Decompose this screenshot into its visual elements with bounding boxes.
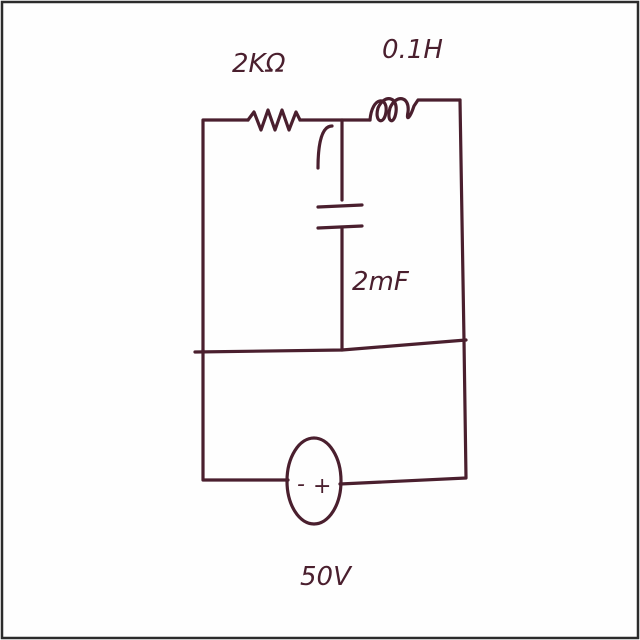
voltage-source-symbol [285,436,343,526]
inductor-label: 0.1H [382,35,443,65]
inductor-symbol [368,97,462,123]
wire-left-lower [201,348,290,482]
capacitor-lead-hook [316,124,334,170]
capacitor-plate-bottom [316,224,364,230]
capacitor-plate-top [316,203,364,209]
source-negative-sign: - [297,472,305,497]
capacitor-label: 2mF [352,267,410,297]
resistor-label: 2KΩ [232,49,286,79]
source-positive-sign: + [313,474,331,499]
source-label: 50V [300,562,353,592]
wire-right-lower [338,338,468,486]
wire-middle-bus [193,338,468,354]
wire-right-upper [458,98,466,342]
resistor-symbol [246,108,302,132]
wire-left-upper [201,118,250,352]
